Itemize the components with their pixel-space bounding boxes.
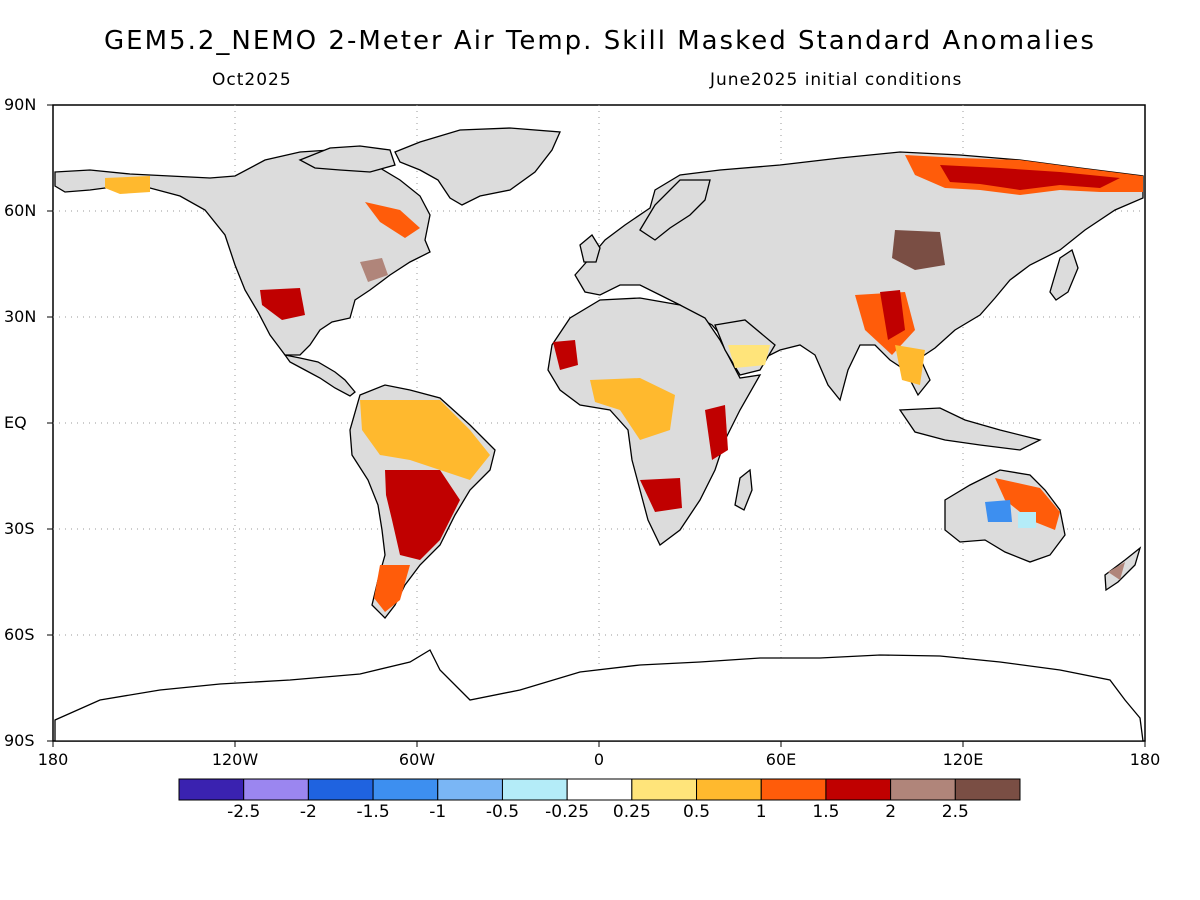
colorbar-swatch xyxy=(890,778,956,801)
colorbar xyxy=(178,778,1021,801)
lon-label: 60E xyxy=(765,750,797,769)
antarctica xyxy=(54,649,1144,742)
anomaly-west-africa xyxy=(553,340,578,370)
lat-label: 30S xyxy=(4,519,35,538)
anomaly-arabia xyxy=(728,345,770,368)
anomaly-sa-orange xyxy=(360,400,490,480)
anomaly-australia-cold2 xyxy=(1018,512,1036,528)
lat-label: 30N xyxy=(4,307,37,326)
anomaly-australia-cold xyxy=(985,500,1012,522)
lon-label: 0 xyxy=(593,750,605,769)
colorbar-tick-label: 1.5 xyxy=(812,802,840,822)
colorbar-tick-label: 2.5 xyxy=(941,802,969,822)
colorbar-swatch xyxy=(437,778,503,801)
map-title: GEM5.2_NEMO 2-Meter Air Temp. Skill Mask… xyxy=(104,26,1096,56)
anomaly-west-us xyxy=(260,288,305,320)
axis-ticks xyxy=(47,104,1146,747)
anomaly-siberia-brown xyxy=(892,230,945,270)
japan xyxy=(1049,248,1079,301)
greenland xyxy=(394,127,561,206)
eurasia xyxy=(574,151,1144,402)
lat-label: 60S xyxy=(4,625,35,644)
colorbar-tick-label: -2.5 xyxy=(227,802,261,822)
colorbar-swatch xyxy=(501,778,568,801)
british-isles xyxy=(579,234,601,263)
initial-conditions: June2025 initial conditions xyxy=(710,70,963,90)
lon-label: 120W xyxy=(211,750,259,769)
indonesia xyxy=(898,407,1042,451)
lat-label: 90N xyxy=(4,95,37,114)
north-america xyxy=(54,149,431,356)
colorbar-tick-label: -2 xyxy=(299,802,317,822)
colorbar-swatch xyxy=(243,778,309,801)
madagascar xyxy=(734,468,753,511)
colorbar-swatch xyxy=(307,778,374,801)
colorbar-swatch xyxy=(372,778,439,801)
colorbar-tick-label: 2 xyxy=(885,802,897,822)
central-america xyxy=(283,354,356,397)
anomaly-hudson xyxy=(365,202,420,238)
colorbar-tick-label: 0.25 xyxy=(612,802,651,822)
anomaly-east-africa xyxy=(705,405,728,460)
colorbar-swatch xyxy=(825,778,892,801)
valid-month: Oct2025 xyxy=(212,70,292,90)
colorbar-tick-label: -1.5 xyxy=(356,802,390,822)
lon-label: 60W xyxy=(398,750,436,769)
colorbar-swatch xyxy=(696,778,762,801)
colorbar-tick-label: -1 xyxy=(429,802,447,822)
anomaly-patches xyxy=(105,155,1143,612)
colorbar-tick-label: 0.5 xyxy=(683,802,711,822)
anomaly-australia-east xyxy=(995,478,1060,530)
lat-label: 90S xyxy=(4,731,35,750)
anomaly-siberia-red xyxy=(940,165,1120,190)
colorbar-swatch xyxy=(566,778,633,801)
anomaly-east-us xyxy=(360,258,388,282)
colorbar-tick-label: -0.5 xyxy=(485,802,520,822)
anomaly-tibet-red xyxy=(880,290,905,340)
lon-label: 120E xyxy=(942,750,984,769)
lon-label: 180 xyxy=(37,750,69,769)
colorbar-swatch xyxy=(631,778,698,801)
anomaly-sa-red xyxy=(385,470,460,560)
colorbar-swatch xyxy=(954,778,1021,801)
colorbar-tick-label: 1 xyxy=(755,802,767,822)
anomaly-sa-orange2 xyxy=(374,565,410,612)
lat-label: 60N xyxy=(4,201,37,220)
colorbar-swatch xyxy=(178,778,245,801)
arctic-islands xyxy=(298,145,396,173)
colorbar-tick-label: -0.25 xyxy=(545,802,590,822)
lon-label: 180 xyxy=(1129,750,1161,769)
anomaly-alaska xyxy=(105,176,150,194)
colorbar-swatch xyxy=(760,778,827,801)
anomaly-south-africa xyxy=(640,478,682,512)
lat-label: EQ xyxy=(4,413,27,432)
anomaly-central-africa xyxy=(590,378,675,440)
scandinavia xyxy=(639,179,711,241)
anomaly-nz xyxy=(1108,562,1125,580)
anomaly-indochina xyxy=(895,345,925,385)
